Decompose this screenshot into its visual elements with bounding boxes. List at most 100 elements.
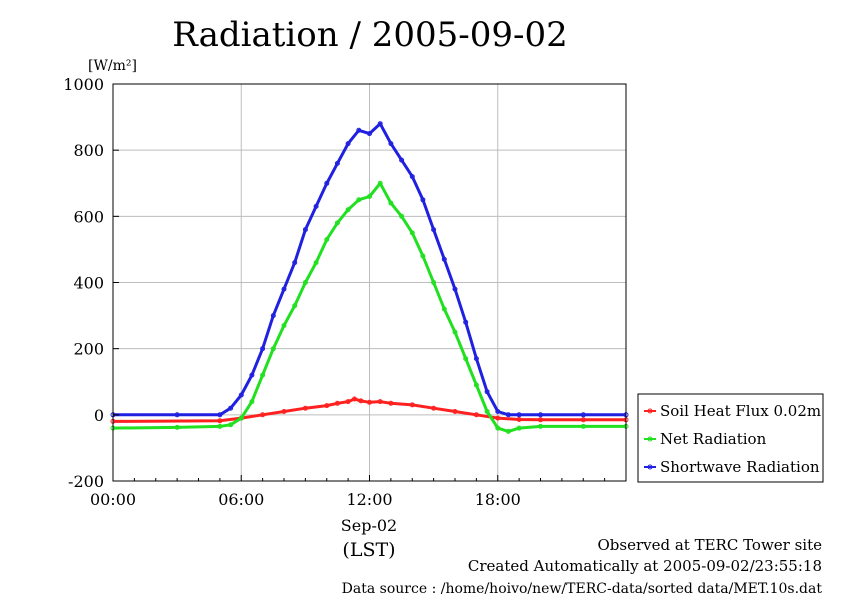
series-1-point	[441, 306, 447, 312]
y-tick-label: 600	[73, 207, 104, 226]
footer-created: Created Automatically at 2005-09-02/23:5…	[468, 557, 822, 575]
y-tick-label: 1000	[63, 75, 104, 94]
series-1-point	[238, 415, 244, 421]
series-2-point	[377, 121, 383, 127]
series-1-point	[484, 409, 490, 414]
y-tick-labels: -200 0 200 400 600 800 1000	[63, 75, 119, 491]
y-axis-unit: [W/m²]	[88, 58, 137, 74]
series-1-point	[228, 422, 234, 428]
x-axis-date-label: Sep-02	[341, 516, 397, 535]
series-2-point	[473, 356, 479, 362]
series-2-point	[345, 141, 351, 147]
legend-label: Shortwave Radiation	[660, 458, 820, 476]
legend-swatch-marker	[647, 408, 653, 414]
series-layer	[110, 121, 629, 434]
series-1-point	[399, 213, 405, 219]
series-2-point	[217, 412, 223, 418]
series-0-point	[388, 400, 394, 406]
legend-box	[637, 393, 824, 483]
series-0-point	[324, 403, 330, 409]
y-tick-label: 200	[73, 340, 104, 359]
series-1-point	[409, 230, 415, 236]
series-2-point	[420, 197, 426, 203]
series-2-point	[270, 313, 276, 319]
x-tick-label: 00:00	[90, 490, 136, 509]
series-1-point	[217, 423, 223, 429]
series-0-point	[409, 402, 415, 408]
series-2-point	[334, 160, 340, 166]
series-2-point	[292, 260, 298, 266]
series-0-point	[302, 405, 308, 411]
series-1-point	[420, 253, 426, 259]
series-1-point	[270, 346, 276, 352]
series-0-point	[358, 398, 364, 404]
series-2-point	[249, 372, 255, 378]
series-1-point	[174, 424, 180, 430]
legend: Soil Heat Flux 0.02m Net Radiation Shortwa…	[637, 393, 824, 483]
series-1-point	[324, 237, 330, 242]
series-2-point	[324, 180, 330, 186]
series-2-point	[238, 392, 244, 398]
series-2-point	[431, 227, 437, 233]
series-0-point	[367, 399, 372, 405]
series-0-point	[516, 417, 522, 422]
series-1-point	[260, 372, 266, 378]
series-0-point	[473, 412, 479, 418]
x-tick-label: 18:00	[475, 490, 521, 509]
series-2-point	[463, 319, 469, 325]
series-2-point	[388, 141, 394, 147]
series-1-point	[473, 382, 479, 388]
x-axis-zone-label: (LST)	[342, 539, 395, 561]
series-1-point	[388, 200, 394, 206]
chart-title: Radiation / 2005-09-02	[172, 15, 568, 55]
series-1-point	[580, 423, 586, 429]
series-2-point	[516, 412, 522, 418]
series-2-point	[313, 203, 319, 209]
grid-lines	[113, 84, 626, 481]
series-0-point	[281, 409, 287, 414]
series-1-point	[334, 220, 340, 226]
series-2-point	[260, 346, 266, 352]
series-1-point	[313, 260, 319, 266]
series-1-point	[377, 180, 383, 186]
series-2-point	[228, 405, 234, 411]
series-0-point	[345, 399, 351, 405]
legend-swatch-marker	[647, 436, 653, 442]
series-1-point	[463, 356, 469, 362]
y-tick-label: 0	[94, 406, 104, 425]
series-2-point	[399, 157, 405, 163]
series-2-point	[281, 286, 287, 292]
series-0-point	[538, 417, 543, 423]
series-1-point	[452, 329, 458, 335]
legend-swatch-marker	[647, 464, 653, 470]
series-0-point	[352, 396, 357, 402]
series-2-point	[484, 389, 490, 395]
legend-label: Net Radiation	[660, 430, 767, 448]
series-1-point	[367, 194, 372, 199]
series-1-point	[516, 425, 522, 431]
footer-source: Data source : /home/hoivo/new/TERC-data/…	[342, 581, 823, 595]
series-line-1	[112, 181, 626, 433]
series-line-2	[113, 122, 626, 417]
footer-observed: Observed at TERC Tower site	[597, 536, 822, 554]
series-0-point	[334, 400, 340, 406]
series-0-point	[431, 405, 437, 411]
y-tick-label: -200	[68, 472, 104, 491]
y-tick-label: 400	[73, 274, 104, 293]
series-2-point	[505, 412, 511, 418]
series-1-point	[345, 207, 351, 213]
series-2-point	[538, 412, 543, 418]
y-tick-label: 800	[73, 141, 104, 160]
series-line-0	[112, 397, 626, 423]
x-tick-label: 12:00	[346, 490, 392, 509]
series-0-point	[452, 409, 458, 414]
series-2-point	[356, 127, 362, 133]
series-2-point	[495, 409, 501, 414]
series-1-point	[281, 323, 287, 328]
x-tick-label: 06:00	[218, 490, 264, 509]
series-0-point	[377, 399, 383, 405]
series-2-point	[441, 256, 447, 262]
series-1-point	[505, 428, 511, 434]
series-0-point	[217, 418, 223, 424]
